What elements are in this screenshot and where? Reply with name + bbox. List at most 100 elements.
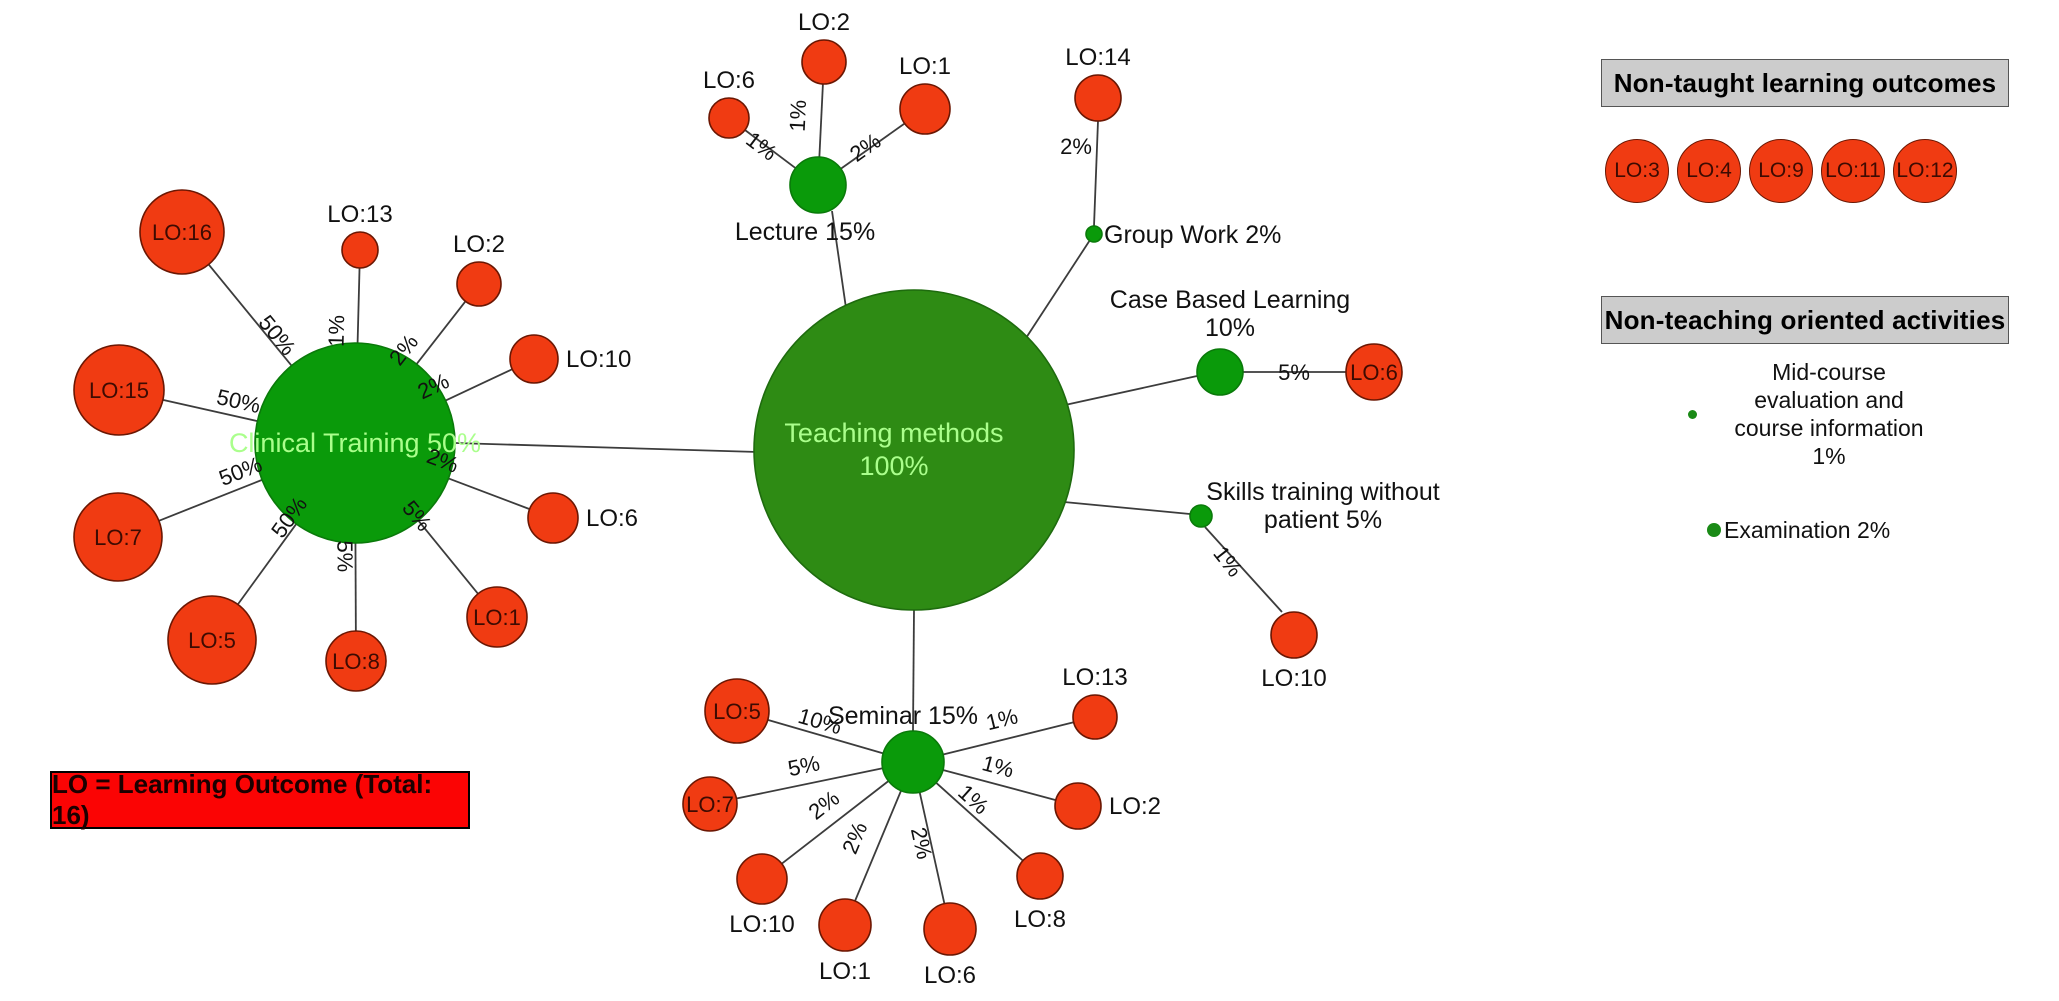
lo-label-seminar-2: LO:10	[729, 911, 794, 938]
non-taught-lo-chip-label: LO:4	[1686, 159, 1732, 182]
node-layer	[73, 39, 1403, 956]
lo-node-lo10[interactable]	[509, 334, 559, 384]
lo-label-clinical-5: LO:6	[586, 505, 638, 532]
lo-node-lo6[interactable]	[527, 492, 579, 544]
edge-lecture-1	[818, 83, 824, 158]
edge-weight-seminar-5: 1%	[953, 779, 993, 819]
method-node-lecture[interactable]	[789, 156, 847, 214]
edge-groupwork-0	[1093, 120, 1099, 227]
method-node-skills-training[interactable]	[1189, 504, 1213, 528]
lo-label-lecture-2: LO:1	[899, 53, 951, 80]
lo-node-lo16[interactable]	[139, 189, 225, 275]
method-node-clinical-training[interactable]	[254, 342, 456, 544]
lo-label-clinical-6: LO:7	[94, 525, 142, 550]
method-label-clinical-training: Clinical Training 50%	[229, 428, 481, 458]
non-taught-lo-chip-lo9[interactable]: LO:9	[1749, 139, 1813, 203]
non-taught-lo-chip-lo4[interactable]: LO:4	[1677, 139, 1741, 203]
method-label-lecture: Lecture 15%	[735, 218, 875, 246]
non-teaching-item-mid-course-label: Mid-course evaluation and course informa…	[1704, 358, 1954, 470]
green-dot-icon	[1688, 409, 1697, 419]
edge-weight-cbl-0: 5%	[1278, 360, 1310, 385]
root-node-teaching-methods[interactable]	[753, 289, 1075, 611]
edge-weight-clinical-9: 5%	[332, 540, 357, 572]
edge-root-skills	[1063, 501, 1191, 515]
edge-seminar-1	[736, 767, 883, 800]
edge-clinical-8	[237, 523, 297, 605]
edge-clinical-0	[207, 263, 293, 367]
edge-clinical-6	[158, 479, 263, 522]
non-taught-header-text: Non-taught learning outcomes	[1613, 67, 1997, 98]
lo-node-lo7[interactable]	[682, 776, 738, 832]
edge-weight-seminar-4: 2%	[906, 825, 937, 861]
lo-node-lo13[interactable]	[1072, 694, 1118, 740]
method-node-seminar[interactable]	[881, 730, 945, 794]
non-teaching-item-examination-label: Examination 2%	[1724, 517, 1891, 543]
mid-course-line-4: 1%	[1812, 443, 1846, 470]
lo-node-lo2[interactable]	[801, 39, 847, 85]
edge-weight-skills-0: 1%	[1208, 541, 1247, 581]
lo-node-lo8[interactable]	[1016, 852, 1064, 900]
lo-node-lo2[interactable]	[1054, 782, 1102, 830]
lo-label-clinical-4: LO:15	[89, 378, 149, 403]
non-taught-lo-chip-label: LO:11	[1825, 159, 1881, 182]
edge-weight-seminar-7: 1%	[983, 703, 1020, 735]
edge-clinical-4	[162, 398, 258, 422]
edge-root-clinical	[454, 442, 759, 453]
non-teaching-item-examination: Examination 2%	[1707, 516, 1890, 544]
lo-label-seminar-3: LO:1	[819, 958, 871, 985]
edge-weight-clinical-1: 1%	[323, 315, 349, 347]
lo-label-seminar-4: LO:6	[924, 962, 976, 989]
lo-label-clinical-9: LO:8	[332, 649, 380, 674]
method-node-group-work[interactable]	[1085, 225, 1103, 243]
non-teaching-header-text: Non-teaching oriented activities	[1604, 304, 2006, 335]
non-teaching-header-panel: Non-teaching oriented activities	[1601, 296, 2009, 344]
edge-seminar-2	[781, 780, 890, 865]
method-label-seminar: Seminar 15%	[828, 702, 978, 730]
method-node-case-based-learning[interactable]	[1196, 348, 1244, 396]
non-taught-header-panel: Non-taught learning outcomes	[1601, 59, 2009, 107]
edge-lecture-2	[840, 122, 906, 170]
lo-node-lo6[interactable]	[708, 97, 750, 139]
edge-root-seminar	[912, 609, 915, 732]
lo-label-seminar-7: LO:13	[1062, 664, 1127, 691]
non-taught-lo-list: LO:3 LO:4 LO:9 LO:11 LO:12	[1605, 139, 1957, 203]
lo-node-lo10[interactable]	[1270, 611, 1318, 659]
root-node-label: Teaching methods 100%	[784, 418, 1003, 481]
edge-lecture-0	[744, 129, 797, 169]
edge-weight-clinical-6: 50%	[215, 451, 265, 490]
lo-label-seminar-6: LO:2	[1109, 793, 1161, 820]
non-taught-lo-chip-lo3[interactable]: LO:3	[1605, 139, 1669, 203]
lo-key-box: LO = Learning Outcome (Total: 16)	[50, 769, 470, 830]
non-taught-lo-chip-label: LO:12	[1896, 159, 1954, 182]
edge-clinical-5	[448, 477, 530, 510]
lo-node-lo1[interactable]	[818, 898, 872, 952]
lo-node-lo1[interactable]	[899, 83, 951, 135]
edge-seminar-6	[942, 769, 1057, 801]
lo-node-lo14[interactable]	[1074, 74, 1122, 122]
edge-seminar-7	[942, 721, 1074, 756]
lo-node-lo13[interactable]	[341, 231, 379, 269]
lo-label-clinical-2: LO:2	[453, 231, 505, 258]
edge-weight-groupwork-0: 2%	[1060, 134, 1092, 159]
lo-node-lo6[interactable]	[923, 902, 977, 956]
non-taught-lo-chip-lo11[interactable]: LO:11	[1821, 139, 1885, 203]
lo-node-lo7[interactable]	[73, 492, 163, 582]
lo-label-seminar-1: LO:7	[686, 792, 734, 817]
method-label-case-based-learning: Case Based Learning 10%	[1110, 286, 1350, 342]
lo-node-lo5[interactable]	[167, 595, 257, 685]
non-taught-lo-chip-lo12[interactable]: LO:12	[1893, 139, 1957, 203]
lo-label-clinical-1: LO:13	[327, 201, 392, 228]
lo-node-lo15[interactable]	[73, 344, 165, 436]
lo-label-groupwork-0: LO:14	[1065, 44, 1130, 71]
edge-clinical-2	[415, 300, 467, 365]
green-dot-icon	[1707, 523, 1721, 538]
lo-node-lo8[interactable]	[325, 630, 387, 692]
edge-seminar-5	[935, 782, 1024, 862]
lo-node-lo1[interactable]	[466, 586, 528, 648]
lo-label-clinical-8: LO:5	[188, 628, 236, 653]
non-taught-lo-chip-label: LO:9	[1758, 159, 1804, 182]
lo-node-lo2[interactable]	[456, 261, 502, 307]
lo-node-lo5[interactable]	[704, 678, 770, 744]
lo-node-lo6[interactable]	[1345, 343, 1403, 401]
lo-node-lo10[interactable]	[736, 853, 788, 905]
